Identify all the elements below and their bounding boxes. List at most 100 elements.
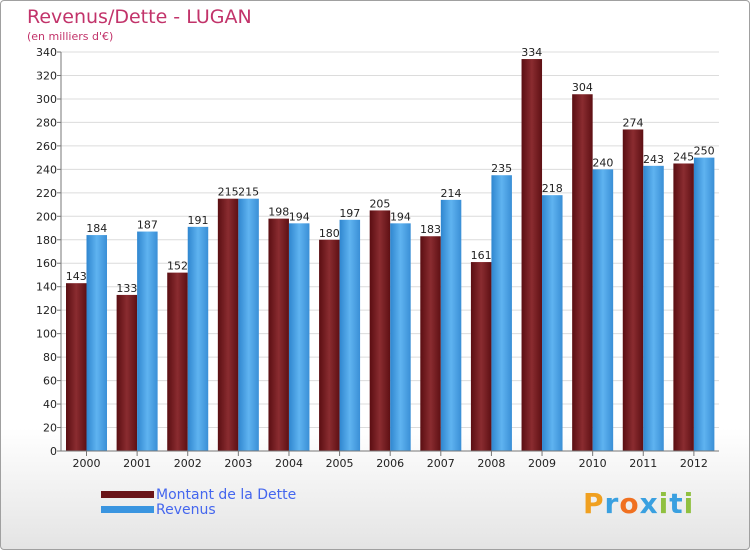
y-tick-label: 320 bbox=[36, 69, 57, 82]
bar-revenus bbox=[491, 175, 512, 451]
bar-dette bbox=[622, 129, 644, 451]
bar-dette bbox=[673, 163, 694, 451]
bar-dette bbox=[217, 198, 239, 451]
bar-revenus bbox=[643, 165, 664, 452]
bar-dette bbox=[470, 262, 492, 451]
data-label-dette: 152 bbox=[167, 260, 188, 273]
y-tick-label: 40 bbox=[43, 398, 57, 411]
data-label-revenus: 194 bbox=[390, 210, 411, 223]
logo-letter: t bbox=[669, 487, 684, 520]
legend-swatch-revenus bbox=[101, 506, 154, 513]
y-tick-label: 300 bbox=[36, 93, 57, 106]
x-tick-label: 2009 bbox=[528, 457, 556, 470]
legend-swatch-debt bbox=[101, 491, 154, 498]
data-label-dette: 215 bbox=[218, 186, 239, 199]
data-label-dette: 133 bbox=[116, 282, 137, 295]
bar-revenus bbox=[288, 223, 310, 451]
bar-revenus bbox=[86, 235, 107, 451]
data-label-dette: 245 bbox=[673, 150, 694, 163]
legend-item-debt: Montant de la Dette bbox=[101, 486, 297, 503]
y-tick-label: 340 bbox=[36, 46, 57, 59]
x-tick-label: 2002 bbox=[174, 457, 202, 470]
data-label-dette: 180 bbox=[319, 227, 340, 240]
bar-revenus bbox=[187, 226, 209, 451]
x-tick-label: 2003 bbox=[224, 457, 252, 470]
x-tick-label: 2005 bbox=[326, 457, 354, 470]
logo-letter: i bbox=[683, 487, 695, 520]
data-label-dette: 205 bbox=[369, 197, 390, 210]
legend: Montant de la Dette Revenus bbox=[101, 486, 297, 518]
bar-revenus bbox=[238, 198, 259, 451]
data-label-revenus: 215 bbox=[238, 186, 259, 199]
y-tick-label: 180 bbox=[36, 234, 57, 247]
data-label-revenus: 187 bbox=[137, 219, 158, 232]
bar-revenus bbox=[542, 195, 563, 451]
data-label-dette: 304 bbox=[572, 81, 593, 94]
bar-dette bbox=[572, 94, 593, 451]
y-tick-label: 200 bbox=[36, 210, 57, 223]
data-label-dette: 274 bbox=[623, 116, 644, 129]
data-label-revenus: 243 bbox=[643, 153, 664, 166]
x-tick-label: 2006 bbox=[376, 457, 404, 470]
bar-revenus bbox=[592, 169, 614, 451]
data-label-revenus: 197 bbox=[339, 207, 360, 220]
bar-dette bbox=[167, 272, 188, 451]
logo-letter: o bbox=[619, 487, 640, 520]
logo-letter: i bbox=[658, 487, 670, 520]
data-label-revenus: 191 bbox=[187, 214, 208, 227]
chart-title: Revenus/Dette - LUGAN bbox=[27, 6, 252, 28]
x-tick-label: 2012 bbox=[680, 457, 708, 470]
y-tick-label: 60 bbox=[43, 375, 57, 388]
legend-item-revenus: Revenus bbox=[101, 501, 296, 518]
x-tick-label: 2011 bbox=[629, 457, 657, 470]
y-tick-label: 80 bbox=[43, 351, 57, 364]
y-tick-label: 100 bbox=[36, 328, 57, 341]
y-tick-label: 220 bbox=[36, 187, 57, 200]
bar-dette bbox=[420, 236, 441, 451]
bar-dette bbox=[521, 59, 543, 452]
bar-dette bbox=[268, 218, 289, 451]
y-tick-label: 0 bbox=[50, 445, 57, 458]
data-label-dette: 183 bbox=[420, 223, 441, 236]
bar-dette bbox=[116, 294, 138, 451]
data-label-revenus: 250 bbox=[694, 145, 715, 158]
logo-letter: x bbox=[639, 487, 659, 520]
y-tick-label: 260 bbox=[36, 140, 57, 153]
data-label-dette: 143 bbox=[66, 270, 87, 283]
data-label-revenus: 218 bbox=[542, 182, 563, 195]
data-label-revenus: 194 bbox=[289, 210, 310, 223]
bar-dette bbox=[66, 283, 87, 451]
x-tick-label: 2007 bbox=[427, 457, 455, 470]
bar-revenus bbox=[693, 157, 715, 451]
y-tick-label: 160 bbox=[36, 257, 57, 270]
data-label-revenus: 184 bbox=[86, 222, 107, 235]
logo-letter: r bbox=[604, 487, 620, 520]
y-tick-label: 140 bbox=[36, 281, 57, 294]
x-tick-label: 2004 bbox=[275, 457, 303, 470]
logo-letter: P bbox=[583, 487, 605, 520]
y-tick-label: 280 bbox=[36, 116, 57, 129]
bar-revenus bbox=[137, 231, 158, 451]
x-tick-label: 2000 bbox=[73, 457, 101, 470]
x-tick-label: 2008 bbox=[477, 457, 505, 470]
bar-revenus bbox=[339, 219, 361, 451]
bar-dette bbox=[319, 239, 340, 451]
legend-label-debt: Montant de la Dette bbox=[156, 486, 297, 503]
data-label-dette: 161 bbox=[471, 249, 492, 262]
bar-revenus bbox=[440, 199, 462, 451]
data-label-revenus: 235 bbox=[491, 162, 512, 175]
chart-subtitle: (en milliers d'€) bbox=[27, 30, 114, 43]
data-label-revenus: 214 bbox=[441, 187, 462, 200]
y-tick-label: 240 bbox=[36, 163, 57, 176]
proxiti-logo: Proxiti bbox=[583, 487, 694, 520]
x-tick-label: 2010 bbox=[579, 457, 607, 470]
y-tick-label: 20 bbox=[43, 422, 57, 435]
bar-revenus bbox=[390, 223, 411, 451]
data-label-dette: 334 bbox=[521, 46, 542, 59]
data-label-dette: 198 bbox=[268, 206, 289, 219]
data-label-revenus: 240 bbox=[592, 156, 613, 169]
legend-label-revenus: Revenus bbox=[156, 501, 216, 518]
y-tick-label: 120 bbox=[36, 304, 57, 317]
